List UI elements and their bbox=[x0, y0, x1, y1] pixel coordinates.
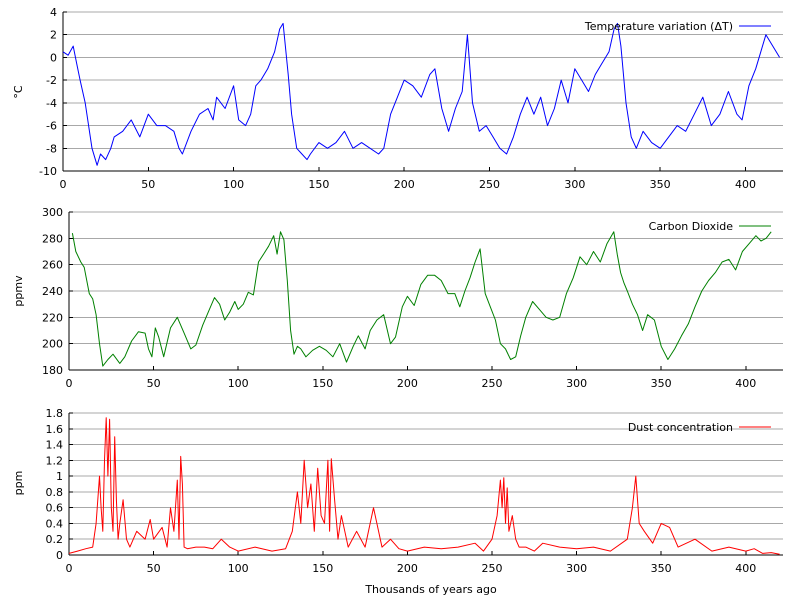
dust-series-line bbox=[68, 417, 780, 555]
temperature-y-tick-label: -10 bbox=[39, 165, 57, 178]
dust-y-tick-label: 0.8 bbox=[46, 486, 64, 499]
co2-x-tick-label: 200 bbox=[397, 377, 418, 390]
temperature-x-tick-label: 250 bbox=[479, 178, 500, 191]
dust-x-tick-label: 250 bbox=[481, 562, 502, 575]
temperature-y-tick-label: -6 bbox=[46, 120, 57, 133]
dust-x-tick-label: 0 bbox=[66, 562, 73, 575]
temperature-x-tick-label: 350 bbox=[650, 178, 671, 191]
temperature-y-tick-label: -8 bbox=[46, 142, 57, 155]
temperature-x-tick-label: 200 bbox=[394, 178, 415, 191]
temperature-y-tick-label: -2 bbox=[46, 74, 57, 87]
dust-y-tick-label: 0.2 bbox=[46, 533, 64, 546]
dust-y-label: ppm bbox=[12, 471, 25, 496]
dust-y-tick-label: 0.6 bbox=[46, 502, 64, 515]
temperature-x-tick-label: 100 bbox=[223, 178, 244, 191]
dust-x-tick-label: 350 bbox=[651, 562, 672, 575]
dust-x-tick-label: 50 bbox=[147, 562, 161, 575]
temperature-y-tick-label: -4 bbox=[46, 97, 57, 110]
temperature-legend-label: Temperature variation (ΔT) bbox=[584, 20, 733, 33]
dust-x-tick-label: 400 bbox=[735, 562, 756, 575]
co2-y-tick-label: 180 bbox=[42, 364, 63, 377]
co2-x-tick-label: 150 bbox=[312, 377, 333, 390]
temperature-series-line bbox=[62, 22, 781, 166]
co2-y-tick-label: 200 bbox=[42, 338, 63, 351]
dust-x-tick-label: 100 bbox=[228, 562, 249, 575]
temperature-y-tick-label: 0 bbox=[50, 51, 57, 64]
co2-y-tick-label: 280 bbox=[42, 232, 63, 245]
co2-y-label: ppmv bbox=[12, 275, 25, 307]
co2-x-tick-label: 400 bbox=[735, 377, 756, 390]
dust-x-tick-label: 300 bbox=[566, 562, 587, 575]
co2-x-tick-label: 250 bbox=[481, 377, 502, 390]
dust-x-tick-label: 150 bbox=[312, 562, 333, 575]
dust-y-tick-label: 1.2 bbox=[46, 454, 64, 467]
x-axis-label: Thousands of years ago bbox=[364, 583, 497, 596]
dust-panel: ppm 0 0.2 0.4 0.6 0.8 1 1.2 1.4 1.6 1.8 0 50 100 150 2… bbox=[12, 407, 783, 575]
dust-x-tick-label: 200 bbox=[397, 562, 418, 575]
temperature-y-label: °C bbox=[12, 85, 25, 99]
temperature-panel: °C -10 -8 -6 -4 -2 0 2 4 0 50 100 150 200 250 300 350 40… bbox=[12, 6, 783, 191]
co2-x-tick-label: 50 bbox=[147, 377, 161, 390]
co2-y-tick-label: 240 bbox=[42, 285, 63, 298]
dust-y-tick-label: 0 bbox=[56, 549, 63, 562]
dust-y-tick-label: 1.6 bbox=[46, 423, 64, 436]
co2-y-tick-label: 260 bbox=[42, 259, 63, 272]
temperature-y-tick-label: 4 bbox=[50, 6, 57, 19]
co2-x-tick-label: 0 bbox=[66, 377, 73, 390]
temperature-x-tick-label: 400 bbox=[735, 178, 756, 191]
co2-y-tick-label: 220 bbox=[42, 311, 63, 324]
co2-x-tick-label: 100 bbox=[228, 377, 249, 390]
co2-y-tick-label: 300 bbox=[42, 206, 63, 219]
co2-x-tick-label: 350 bbox=[651, 377, 672, 390]
temperature-x-tick-label: 0 bbox=[60, 178, 67, 191]
co2-panel: ppmv 180 200 220 240 260 280 300 0 50 100 150 200 25… bbox=[12, 206, 783, 390]
dust-y-tick-label: 1.8 bbox=[46, 407, 64, 420]
temperature-x-tick-label: 300 bbox=[564, 178, 585, 191]
dust-y-tick-label: 0.4 bbox=[46, 517, 64, 530]
temperature-x-tick-label: 50 bbox=[141, 178, 155, 191]
temperature-y-tick-label: 2 bbox=[50, 29, 57, 42]
co2-legend-label: Carbon Dioxide bbox=[649, 220, 734, 233]
co2-x-tick-label: 300 bbox=[566, 377, 587, 390]
temperature-x-tick-label: 150 bbox=[308, 178, 329, 191]
dust-y-tick-label: 1 bbox=[56, 470, 63, 483]
co2-series-line bbox=[71, 231, 772, 367]
dust-y-tick-label: 1.4 bbox=[46, 439, 64, 452]
dust-legend-label: Dust concentration bbox=[628, 421, 733, 434]
